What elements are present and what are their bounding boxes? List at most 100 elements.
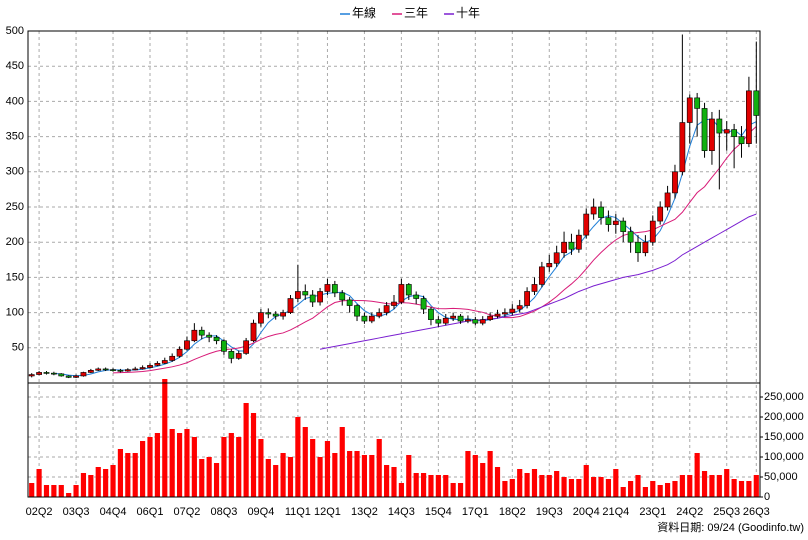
volume-bar [642,487,648,497]
ma-line [319,213,757,350]
volume-bar [376,439,382,497]
source-note: 資料日期: 09/24 (Goodinfo.tw) [657,520,804,534]
volume-bar [753,475,759,497]
ma-line [113,126,757,374]
volume-bar [317,457,323,497]
ma-line [53,118,757,377]
candle-body [746,90,752,144]
volume-bar [361,455,368,497]
candle-body [398,284,405,303]
candle-body [354,305,360,317]
y2-tick-label: 50,000 [764,471,798,483]
y2-tick-label: 100,000 [764,451,804,463]
candle-body [553,252,560,264]
volume-bar [487,451,493,497]
candle-body [642,241,649,254]
candle-body [324,284,331,292]
volume-bar [324,441,331,497]
volume-bar [273,465,279,497]
candle-body [250,322,257,342]
volume-bar [472,455,478,497]
candle-body [649,220,656,243]
candle-body [686,97,693,123]
y-tick-label: 500 [6,25,24,37]
candle-body [95,368,102,371]
volume-bar [724,469,730,497]
volume-bar [568,479,575,497]
candle-body [435,319,442,324]
volume-bar [576,479,582,497]
x-tick-label: 12Q1 [314,506,341,518]
x-tick-label: 21Q4 [602,506,629,518]
candle-body [420,298,427,310]
x-tick-label: 09Q4 [247,506,274,518]
x-tick-label: 17Q1 [462,506,489,518]
candle-body [376,312,383,317]
volume-bar [80,473,87,497]
volume-bar [228,433,234,497]
volume-bar [332,453,338,497]
candle-body [590,206,597,215]
candle-body [479,319,486,324]
candle-body [405,284,412,296]
x-tick-label: 25Q3 [713,506,740,518]
candle-body [391,301,397,306]
candle-body [43,372,50,374]
volume-bar [73,485,79,497]
volume-bar [701,471,708,497]
volume-bar [420,473,427,497]
candle-body [80,372,87,377]
candle-body [627,231,634,243]
candle-body [502,312,508,315]
candle-body [694,97,701,109]
candle-body [413,294,420,299]
volume-bar [657,485,663,497]
candle-body [487,315,494,320]
candle-body [346,299,353,306]
candle-body [516,305,523,310]
x-tick-label: 24Q2 [676,506,703,518]
candle-body [309,294,316,303]
candle-body [147,365,153,368]
volume-bar [29,483,35,497]
volume-bar [554,471,560,497]
volume-bar [295,417,301,497]
volume-bar [635,475,641,497]
volume-pane [27,382,761,498]
candle-body [657,206,664,222]
volume-bar [213,463,220,497]
volume-bar [435,475,441,497]
volume-bar [450,483,456,497]
y-tick-label: 200 [6,236,24,248]
candle-body [280,312,286,317]
volume-bar [369,455,375,497]
volume-bar [310,439,316,497]
volume-bar [250,413,257,497]
volume-bar [709,475,715,497]
candle-body [102,368,109,371]
volume-bar [125,453,131,497]
x-tick-label: 15Q4 [425,506,452,518]
y-tick-label: 150 [6,271,24,283]
candle-body [546,263,553,268]
volume-bar [465,451,471,497]
candle-body [221,340,227,352]
volume-bar [236,437,242,497]
volume-bar [694,453,700,497]
volume-bar [583,465,589,497]
candle-body [383,305,390,313]
candle-body [731,129,738,137]
candle-body [598,206,604,218]
x-tick-label: 08Q3 [210,506,237,518]
volume-bar [95,467,101,497]
candle-body [738,136,745,144]
volume-bar [265,459,271,497]
volume-bar [502,481,508,497]
volume-bar [354,451,360,497]
candle-body [287,298,294,313]
volume-bar [132,453,138,497]
volume-bar [154,433,160,497]
candle-body [664,192,671,208]
y-tick-label: 350 [6,131,24,143]
volume-bar [110,465,116,497]
